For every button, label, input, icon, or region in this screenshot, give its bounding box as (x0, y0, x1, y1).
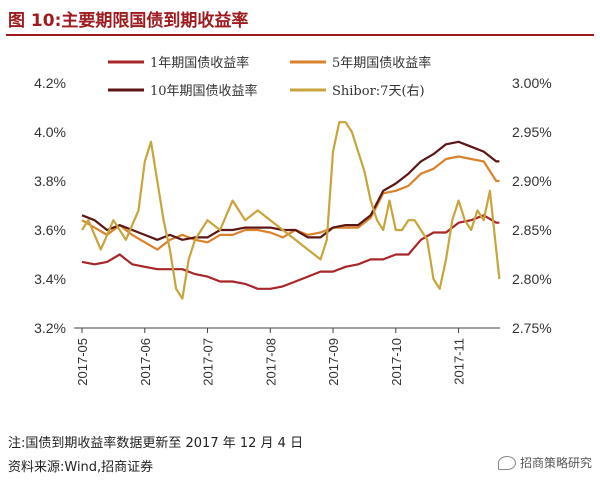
x-tick-label: 2017-09 (326, 338, 341, 386)
right-tick-label: 2.95% (512, 124, 552, 140)
figure-title: 图 10:主要期限国债到期收益率 (8, 11, 249, 31)
series-line-2 (81, 140, 500, 241)
legend: 1年期国债收益率 5年期国债收益率 10年期国债收益率 Shibor:7天(右) (108, 55, 431, 99)
left-tick-label: 3.4% (34, 271, 66, 287)
series-line-0 (81, 214, 500, 290)
x-axis-ticks: 2017-05 2017-06 2017-07 2017-08 2017-09 2017-… (75, 328, 467, 386)
title-divider (6, 34, 594, 36)
right-tick-label: 2.90% (512, 173, 552, 189)
wechat-icon (497, 455, 516, 470)
left-axis-ticks: 4.2% 4.0% 3.8% 3.6% 3.4% 3.2% (34, 75, 66, 336)
x-tick-label: 2017-11 (452, 338, 467, 385)
left-tick-label: 3.8% (34, 173, 66, 189)
x-tick-label: 2017-08 (263, 338, 278, 386)
legend-label: 5年期国债收益率 (332, 55, 431, 71)
left-tick-label: 3.2% (34, 320, 66, 336)
yield-chart: 4.2% 4.0% 3.8% 3.6% 3.4% 3.2% 3.00% 2.95% 2.90%… (34, 55, 552, 386)
legend-label: Shibor:7天(右) (332, 84, 425, 99)
right-axis-ticks: 3.00% 2.95% 2.90% 2.85% 2.80% 2.75% (512, 75, 552, 336)
x-tick-label: 2017-05 (75, 338, 90, 386)
right-tick-label: 2.85% (512, 222, 552, 238)
source-note: 资料来源:Wind,招商证券 (8, 460, 154, 475)
brand-watermark: 招商策略研究 (497, 454, 592, 471)
x-tick-label: 2017-10 (389, 338, 404, 386)
legend-label: 1年期国债收益率 (150, 55, 249, 71)
right-tick-label: 3.00% (512, 75, 552, 91)
right-tick-label: 2.75% (512, 320, 552, 336)
series-line-3 (81, 121, 501, 300)
left-tick-label: 4.2% (34, 75, 66, 91)
series-lines (81, 121, 501, 300)
right-tick-label: 2.80% (512, 271, 552, 287)
brand-name: 招商策略研究 (519, 456, 592, 470)
x-tick-label: 2017-06 (138, 338, 153, 386)
data-note: 注:国债到期收益率数据更新至 2017 年 12 月 4 日 (8, 436, 304, 451)
left-tick-label: 3.6% (34, 222, 66, 238)
legend-label: 10年期国债收益率 (150, 83, 258, 99)
x-tick-label: 2017-07 (201, 338, 216, 386)
left-tick-label: 4.0% (34, 124, 66, 140)
